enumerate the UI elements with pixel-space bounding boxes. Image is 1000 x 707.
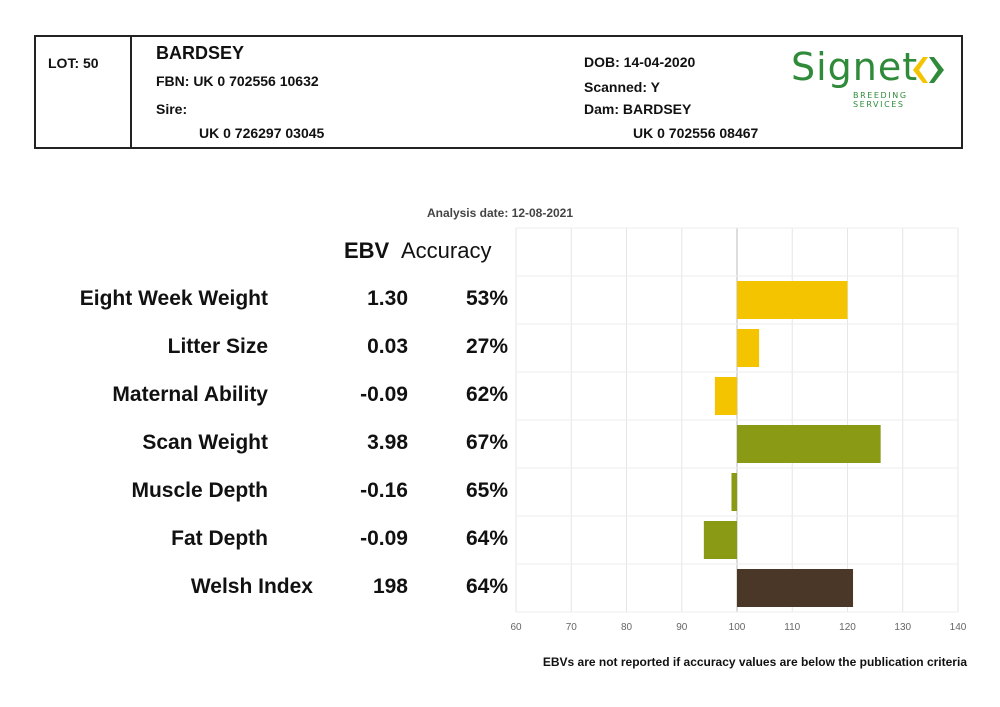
x-tick-label: 90 xyxy=(676,622,688,633)
x-tick-label: 140 xyxy=(950,622,967,633)
x-tick-label: 130 xyxy=(894,622,911,633)
ebv-value: -0.09 xyxy=(360,527,408,550)
animal-header: LOT: 50 BARDSEY FBN: UK 0 702556 10632 S… xyxy=(34,35,963,149)
accuracy-value: 53% xyxy=(465,287,508,310)
trait-label: Muscle Depth xyxy=(131,479,268,502)
x-tick-label: 80 xyxy=(621,622,633,633)
bar xyxy=(731,473,737,511)
bar xyxy=(737,569,854,607)
sire-id: UK 0 726297 03045 xyxy=(199,125,325,141)
trait-label: Scan Weight xyxy=(142,431,268,454)
trait-label: Maternal Ability xyxy=(112,383,268,406)
x-tick-label: 120 xyxy=(839,622,856,633)
trait-label: Welsh Index xyxy=(190,575,313,598)
accuracy-column-header: Accuracy xyxy=(401,238,492,263)
fbn: FBN: UK 0 702556 10632 xyxy=(156,73,319,89)
dam-id: UK 0 702556 08467 xyxy=(633,125,759,141)
x-tick-label: 70 xyxy=(566,622,578,633)
x-tick-label: 100 xyxy=(729,622,746,633)
analysis-date: Analysis date: 12-08-2021 xyxy=(426,206,574,220)
x-tick-label: 110 xyxy=(784,622,800,633)
logo-word: Signet xyxy=(791,45,919,89)
dob: DOB: 14-04-2020 xyxy=(584,54,696,70)
bar xyxy=(714,377,737,415)
bar xyxy=(737,281,848,319)
accuracy-value: 65% xyxy=(465,479,508,502)
trait-label: Fat Depth xyxy=(171,527,268,550)
sire-label: Sire: xyxy=(156,101,188,117)
bar xyxy=(737,329,760,367)
animal-name: BARDSEY xyxy=(156,43,245,63)
scanned: Scanned: Y xyxy=(584,79,660,95)
accuracy-value: 27% xyxy=(465,335,508,358)
trait-label: Litter Size xyxy=(167,335,268,358)
bar xyxy=(737,425,881,463)
lot-number: LOT: 50 xyxy=(48,55,99,71)
x-tick-label: 60 xyxy=(510,622,522,633)
trait-label: Eight Week Weight xyxy=(79,287,268,310)
lot-cell: LOT: 50 xyxy=(36,37,132,147)
ebv-value: 198 xyxy=(372,575,408,598)
logo-subtitle: BREEDING SERVICES xyxy=(853,91,908,109)
accuracy-value: 64% xyxy=(465,527,508,550)
signet-logo: Signet BREEDING SERVICES xyxy=(791,45,951,109)
accuracy-value: 67% xyxy=(465,431,508,454)
ebv-value: 0.03 xyxy=(367,335,408,358)
bar xyxy=(703,521,737,559)
ebv-value: 1.30 xyxy=(367,287,408,310)
dam: Dam: BARDSEY xyxy=(584,101,692,117)
accuracy-value: 62% xyxy=(465,383,508,406)
footnote: EBVs are not reported if accuracy values… xyxy=(542,655,967,669)
ebv-value: -0.09 xyxy=(360,383,408,406)
ebv-column-header: EBV xyxy=(344,238,390,263)
ebv-value: -0.16 xyxy=(360,479,408,502)
ebv-value: 3.98 xyxy=(367,431,408,454)
signet-mark-icon xyxy=(913,57,944,83)
accuracy-value: 64% xyxy=(465,575,508,598)
